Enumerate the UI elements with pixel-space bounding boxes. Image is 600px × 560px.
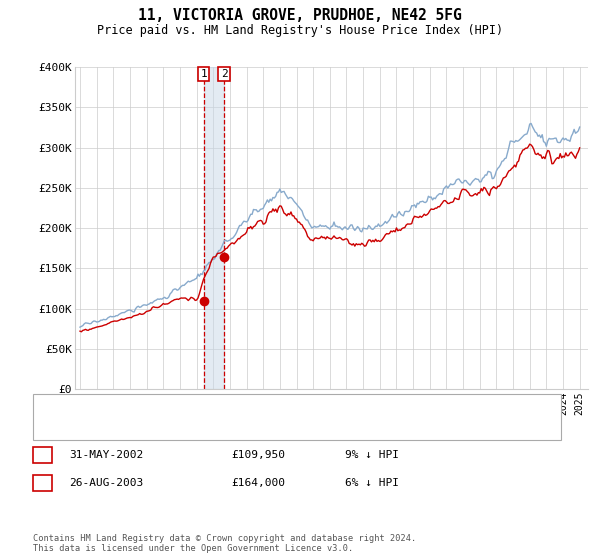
- Text: 9% ↓ HPI: 9% ↓ HPI: [345, 450, 399, 460]
- Text: 1: 1: [200, 69, 207, 79]
- Text: 31-MAY-2002: 31-MAY-2002: [69, 450, 143, 460]
- Text: HPI: Average price, detached house, Northumberland: HPI: Average price, detached house, Nort…: [85, 422, 398, 432]
- Text: 1: 1: [39, 450, 46, 460]
- Text: 2: 2: [39, 478, 46, 488]
- Text: Contains HM Land Registry data © Crown copyright and database right 2024.
This d: Contains HM Land Registry data © Crown c…: [33, 534, 416, 553]
- Text: £109,950: £109,950: [231, 450, 285, 460]
- Text: 26-AUG-2003: 26-AUG-2003: [69, 478, 143, 488]
- Text: £164,000: £164,000: [231, 478, 285, 488]
- Text: 11, VICTORIA GROVE, PRUDHOE, NE42 5FG: 11, VICTORIA GROVE, PRUDHOE, NE42 5FG: [138, 8, 462, 24]
- Text: Price paid vs. HM Land Registry's House Price Index (HPI): Price paid vs. HM Land Registry's House …: [97, 24, 503, 36]
- Text: 6% ↓ HPI: 6% ↓ HPI: [345, 478, 399, 488]
- Text: 2: 2: [221, 69, 227, 79]
- Text: 11, VICTORIA GROVE, PRUDHOE, NE42 5FG (detached house): 11, VICTORIA GROVE, PRUDHOE, NE42 5FG (d…: [85, 402, 422, 412]
- Bar: [203, 67, 224, 389]
